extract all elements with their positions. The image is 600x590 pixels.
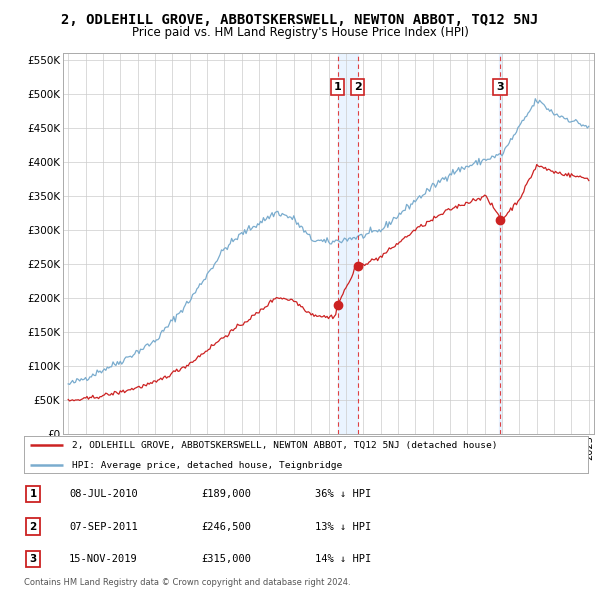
Text: 2: 2 <box>29 522 37 532</box>
Bar <box>338 53 358 434</box>
Text: 15-NOV-2019: 15-NOV-2019 <box>69 554 138 564</box>
Text: 1: 1 <box>334 82 341 92</box>
Text: 08-JUL-2010: 08-JUL-2010 <box>69 489 138 499</box>
Text: £246,500: £246,500 <box>201 522 251 532</box>
Text: 14% ↓ HPI: 14% ↓ HPI <box>315 554 371 564</box>
Text: 3: 3 <box>29 554 37 564</box>
Text: 2, ODLEHILL GROVE, ABBOTSKERSWELL, NEWTON ABBOT, TQ12 5NJ: 2, ODLEHILL GROVE, ABBOTSKERSWELL, NEWTO… <box>61 13 539 27</box>
Text: £315,000: £315,000 <box>201 554 251 564</box>
Text: £189,000: £189,000 <box>201 489 251 499</box>
Text: Contains HM Land Registry data © Crown copyright and database right 2024.: Contains HM Land Registry data © Crown c… <box>24 578 350 587</box>
Text: 3: 3 <box>496 82 504 92</box>
Text: 2, ODLEHILL GROVE, ABBOTSKERSWELL, NEWTON ABBOT, TQ12 5NJ (detached house): 2, ODLEHILL GROVE, ABBOTSKERSWELL, NEWTO… <box>72 441 497 450</box>
Text: 13% ↓ HPI: 13% ↓ HPI <box>315 522 371 532</box>
Text: Price paid vs. HM Land Registry's House Price Index (HPI): Price paid vs. HM Land Registry's House … <box>131 26 469 39</box>
Text: 2: 2 <box>354 82 362 92</box>
Text: 1: 1 <box>29 489 37 499</box>
Text: 36% ↓ HPI: 36% ↓ HPI <box>315 489 371 499</box>
Text: 07-SEP-2011: 07-SEP-2011 <box>69 522 138 532</box>
Bar <box>499 53 501 434</box>
Text: HPI: Average price, detached house, Teignbridge: HPI: Average price, detached house, Teig… <box>72 461 342 470</box>
